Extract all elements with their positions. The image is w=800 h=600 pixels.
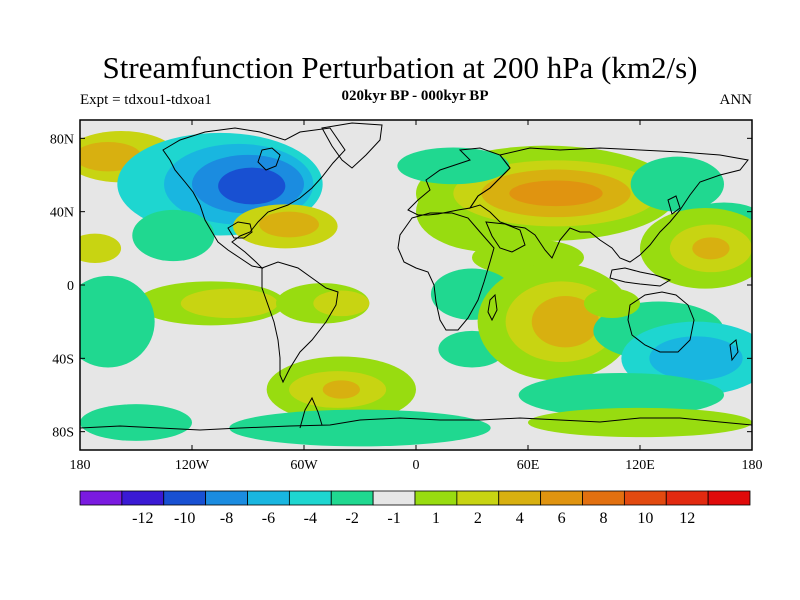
- x-tick-label: 180: [70, 458, 91, 473]
- colorbar-label: 12: [679, 510, 695, 527]
- experiment-label: Expt = tdxou1-tdxoa1: [80, 92, 212, 108]
- colorbar-swatch: [372, 490, 416, 506]
- colorbar-swatch: [247, 490, 290, 506]
- field-contour-8: [259, 211, 319, 238]
- colorbar-label: 4: [516, 510, 524, 527]
- y-axis: 80N 40N 0 40S 80S: [50, 132, 752, 441]
- y-tick-label: 40N: [50, 206, 74, 221]
- coastline-hudson-bay: [257, 147, 281, 171]
- colorbar-swatch: [163, 490, 207, 506]
- coastline-arabia: [485, 221, 526, 253]
- colorbar-label: -6: [262, 510, 275, 527]
- field-contour-24: [509, 180, 603, 207]
- field-contour-42: [518, 373, 724, 417]
- colorbar-swatch: [121, 490, 165, 506]
- colorbar-swatch: [582, 490, 625, 506]
- field-contour-9: [132, 209, 215, 262]
- field-contour-6: [218, 167, 286, 205]
- colorbar-swatch: [414, 490, 458, 506]
- x-tick-label: 180: [742, 458, 763, 473]
- field-contour-37: [531, 296, 599, 348]
- coastline-south-america: [261, 261, 339, 384]
- field-contour-43: [528, 407, 752, 438]
- colorbar-label: 8: [599, 510, 607, 527]
- field-contour-30: [692, 237, 730, 260]
- plot-title: Streamfunction Perturbation at 200 hPa (…: [102, 50, 698, 85]
- colorbar-label: -8: [220, 510, 233, 527]
- streamfunction-field: [80, 120, 752, 450]
- colorbar-swatch: [623, 490, 667, 506]
- x-tick-label: 120W: [175, 458, 210, 473]
- coastline-antarctic-peninsula: [299, 396, 323, 429]
- field-contour-17: [229, 409, 491, 447]
- colorbar-swatch: [498, 490, 542, 506]
- colorbar-swatch: [665, 490, 709, 506]
- x-tick-label: 0: [413, 458, 420, 473]
- coastline-north-america: [162, 127, 346, 269]
- field-contour-2: [80, 233, 122, 263]
- colorbar-label: -4: [304, 510, 317, 527]
- coastline-australia: [627, 291, 695, 353]
- field-contour-16: [322, 380, 361, 399]
- y-tick-label: 0: [67, 279, 74, 294]
- colorbar-label: 6: [558, 510, 566, 527]
- field-contour-18: [80, 404, 192, 441]
- colorbar-label: 10: [637, 510, 653, 527]
- colorbar-label: 2: [474, 510, 482, 527]
- plot-subtitle: 020kyr BP - 000kyr BP: [341, 88, 489, 104]
- colorbar-label: -1: [387, 510, 400, 527]
- y-tick-label: 80N: [50, 132, 74, 147]
- y-tick-label: 40S: [52, 352, 74, 367]
- x-axis: 180 120W 60W 0 60E 120E 180: [70, 120, 763, 473]
- colorbar-label: 1: [432, 510, 440, 527]
- colorbar-label: -12: [132, 510, 153, 527]
- colorbar-swatch: [330, 490, 374, 506]
- y-tick-label: 80S: [52, 426, 74, 441]
- colorbar-label: -2: [346, 510, 359, 527]
- coastline-africa: [397, 212, 495, 331]
- colorbar-swatch: [205, 490, 248, 506]
- field-contour-26: [630, 156, 724, 212]
- coastlines: [80, 122, 752, 431]
- field-contour-11: [180, 288, 278, 319]
- coastline-indonesia: [609, 267, 672, 287]
- coastline-greenland: [321, 122, 383, 169]
- coastline-asia: [468, 147, 749, 263]
- x-tick-label: 60E: [517, 458, 540, 473]
- field-contour-41: [584, 288, 640, 319]
- colorbar-swatch: [707, 490, 751, 506]
- coastline-madagascar: [487, 293, 498, 322]
- colorbar-swatch: [288, 490, 332, 506]
- colorbar-swatch: [540, 490, 583, 506]
- coastline-japan: [667, 195, 681, 215]
- x-tick-label: 60W: [290, 458, 318, 473]
- coastline-gulf: [227, 221, 253, 239]
- season-label: ANN: [719, 92, 753, 108]
- field-contour-40: [649, 336, 743, 381]
- coastline-antarctica: [80, 417, 752, 431]
- colorbar-label: -10: [174, 510, 195, 527]
- coastline-new-zealand: [729, 339, 739, 362]
- colorbar-swatch: [79, 490, 123, 506]
- field-contour-19: [80, 275, 155, 368]
- colorbar: -12 -10 -8 -6 -4 -2 -1 1 2 4 6 8 10 12: [79, 490, 751, 527]
- colorbar-swatch: [456, 490, 500, 506]
- x-tick-label: 120E: [625, 458, 655, 473]
- field-contour-13: [313, 290, 370, 317]
